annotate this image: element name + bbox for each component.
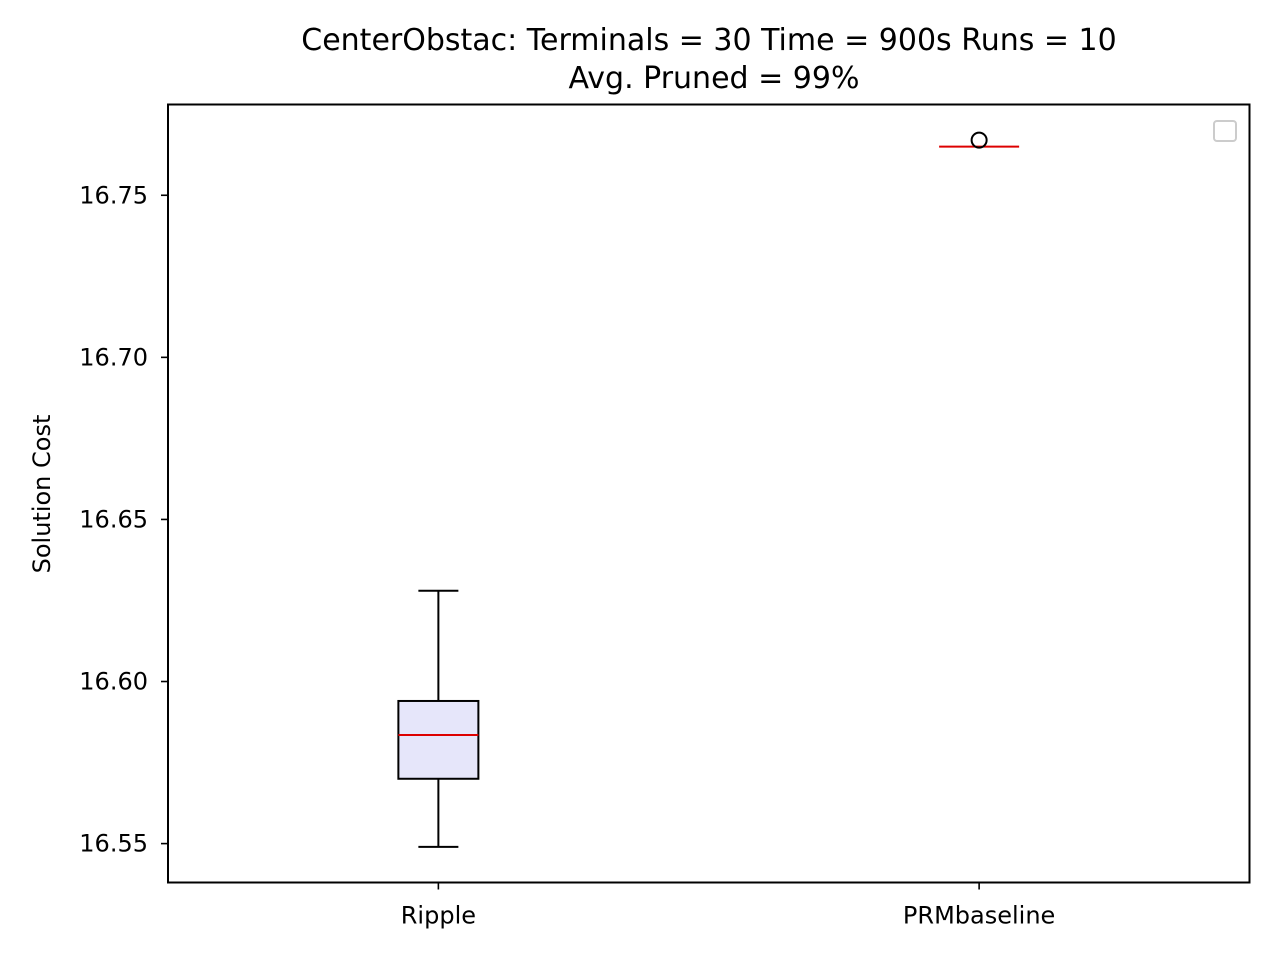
y-tick-label: 16.75 xyxy=(79,181,148,209)
plot-frame xyxy=(167,103,1251,884)
x-tick-label: PRMbaseline xyxy=(903,902,1055,930)
y-tick-label: 16.55 xyxy=(79,830,148,858)
chart-title-line2: Avg. Pruned = 99% xyxy=(569,61,860,96)
box-body xyxy=(397,699,480,780)
y-tick-label: 16.65 xyxy=(79,505,148,533)
y-tick-label: 16.70 xyxy=(79,343,148,371)
legend-box xyxy=(1213,120,1237,142)
x-tick-label: Ripple xyxy=(401,902,476,930)
chart-title-line1: CenterObstac: Terminals = 30 Time = 900s… xyxy=(301,23,1116,58)
y-tick-label: 16.60 xyxy=(79,668,148,696)
y-axis-label: Solution Cost xyxy=(28,415,56,574)
outlier-point xyxy=(970,131,988,149)
plot-area: 16.55 16.60 16.65 16.70 16.75 Ripple PRMbaseli… xyxy=(79,131,1055,930)
